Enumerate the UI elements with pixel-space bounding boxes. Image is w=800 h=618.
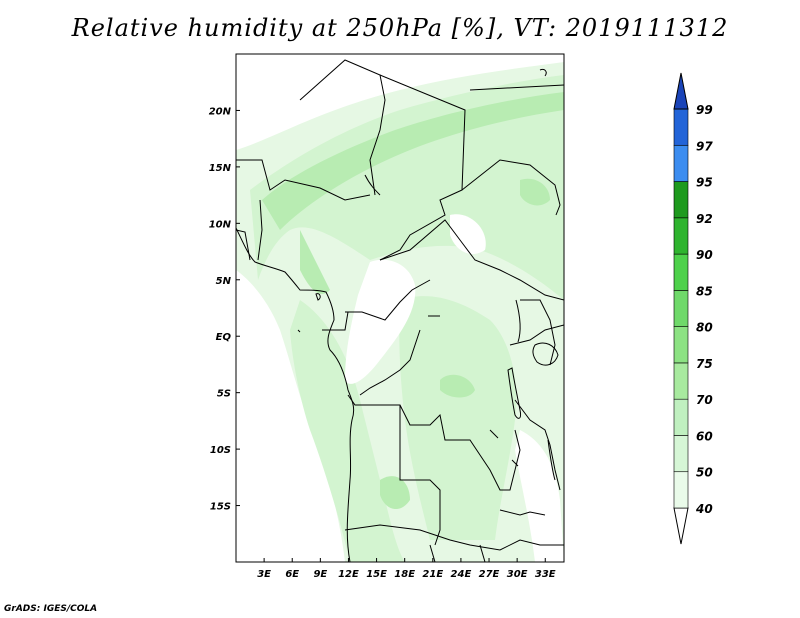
humidity-band-70c	[440, 374, 475, 398]
lake-small-4	[511, 459, 519, 467]
border-east-1	[520, 299, 556, 366]
border-south-3	[499, 509, 546, 516]
lat-tick-label: 10S	[210, 445, 231, 456]
lon-tick-label: 27E	[479, 569, 500, 580]
humidity-dry-region-4	[515, 430, 564, 562]
lon-tick-label: 24E	[451, 569, 472, 580]
humidity-dry-region-1	[236, 54, 470, 140]
humidity-dry-region-5	[236, 280, 270, 325]
humidity-band-70e	[520, 178, 550, 206]
colorbar-level-label: 97	[696, 139, 713, 153]
lon-tick-label: 15E	[366, 569, 387, 580]
colorbar-level-label: 40	[695, 502, 713, 516]
lake-small-1	[515, 299, 521, 343]
border-east-3	[514, 399, 561, 491]
colorbar-segment	[673, 108, 689, 146]
island-sao-tome	[297, 329, 301, 333]
colorbar-segment	[673, 471, 689, 509]
border-center-3	[322, 311, 349, 331]
border-south-4	[479, 544, 486, 562]
colorbar-level-label: 92	[696, 212, 713, 226]
colorbar-level-label: 50	[696, 466, 713, 480]
humidity-band-60-east	[399, 296, 517, 540]
lon-tick-label: 18E	[394, 569, 415, 580]
colorbar-level-label: 90	[696, 248, 713, 262]
colorbar-upper-extension	[673, 72, 689, 110]
lat-tick-label: 15N	[209, 163, 232, 174]
border-drc-1	[347, 394, 521, 491]
lon-tick-label: 30E	[507, 569, 528, 580]
lon-tick-label: 21E	[422, 569, 443, 580]
lat-axis: 20N 15N 10N 5N EQ 5S 10S 15S	[209, 106, 240, 513]
humidity-dry-region-2	[345, 259, 416, 384]
border-drc-3	[359, 329, 421, 396]
colorbar-level-label: 95	[696, 176, 713, 190]
colorbar-level-label: 60	[696, 429, 713, 443]
colorbar-level-label: 80	[696, 321, 713, 335]
humidity-dry-region-3	[450, 214, 486, 255]
coastline	[236, 227, 355, 562]
humidity-band-70d	[380, 476, 410, 510]
lat-tick-label: 15S	[210, 502, 231, 513]
colorbar-segment	[673, 144, 689, 182]
country-borders	[236, 59, 564, 562]
lat-tick-label: 5N	[216, 276, 232, 287]
colorbar-lower-extension	[673, 507, 689, 545]
lat-tick-label: 5S	[217, 389, 231, 400]
border-south-2	[429, 544, 436, 562]
colorbar-segment	[673, 217, 689, 255]
border-center-4	[236, 229, 251, 261]
colorbar-segment	[673, 435, 689, 473]
lon-tick-label: 9E	[313, 569, 327, 580]
border-center-6	[364, 174, 381, 196]
colorbar: 40 50 60 70 75 80 85 90 92 95 97 99	[673, 72, 713, 545]
lon-tick-label: 6E	[285, 569, 299, 580]
border-center-1	[379, 219, 564, 301]
border-north-5	[461, 159, 561, 216]
colorbar-level-label: 85	[696, 284, 713, 298]
lon-tick-label: 12E	[338, 569, 359, 580]
map-title: Relative humidity at 250hPa [%], VT: 201…	[71, 14, 729, 42]
border-north-3	[379, 74, 466, 261]
lon-axis: 3E 6E 9E 12E 15E 18E 21E 24E 27E 30E 33E	[257, 558, 556, 580]
lake-small-3	[489, 429, 499, 439]
humidity-field	[236, 54, 564, 562]
colorbar-segment	[673, 398, 689, 436]
lat-tick-label: EQ	[216, 332, 232, 343]
border-center-2	[345, 279, 431, 321]
border-north-4	[469, 84, 564, 91]
border-south-1	[344, 524, 564, 551]
lake-victoria	[532, 342, 559, 366]
lon-tick-label: 33E	[535, 569, 556, 580]
lake-malawi	[547, 439, 556, 481]
nile-feature	[539, 69, 547, 77]
lake-tanganyika	[507, 367, 521, 419]
lon-tick-label: 3E	[257, 569, 271, 580]
humidity-band-70	[262, 92, 564, 230]
colorbar-segment	[673, 362, 689, 400]
colorbar-level-label: 99	[696, 103, 713, 117]
colorbar-level-label: 70	[696, 393, 713, 407]
border-drc-2	[399, 405, 441, 546]
humidity-band-70b	[300, 230, 330, 294]
border-center-5	[257, 199, 263, 261]
colorbar-segment	[673, 326, 689, 364]
border-east-2	[509, 324, 564, 346]
colorbar-segment	[673, 290, 689, 327]
humidity-band-60-south	[290, 300, 405, 562]
lat-tick-label: 10N	[209, 219, 232, 230]
lat-tick-label: 20N	[209, 106, 232, 117]
credit-text: GrADS: IGES/COLA	[4, 604, 98, 614]
colorbar-segment	[673, 253, 689, 291]
border-north-2	[299, 59, 386, 196]
island-bioko	[315, 293, 321, 301]
colorbar-level-label: 75	[696, 357, 713, 371]
colorbar-segment	[673, 181, 689, 219]
map-frame	[235, 53, 565, 563]
border-north-1	[236, 159, 371, 201]
